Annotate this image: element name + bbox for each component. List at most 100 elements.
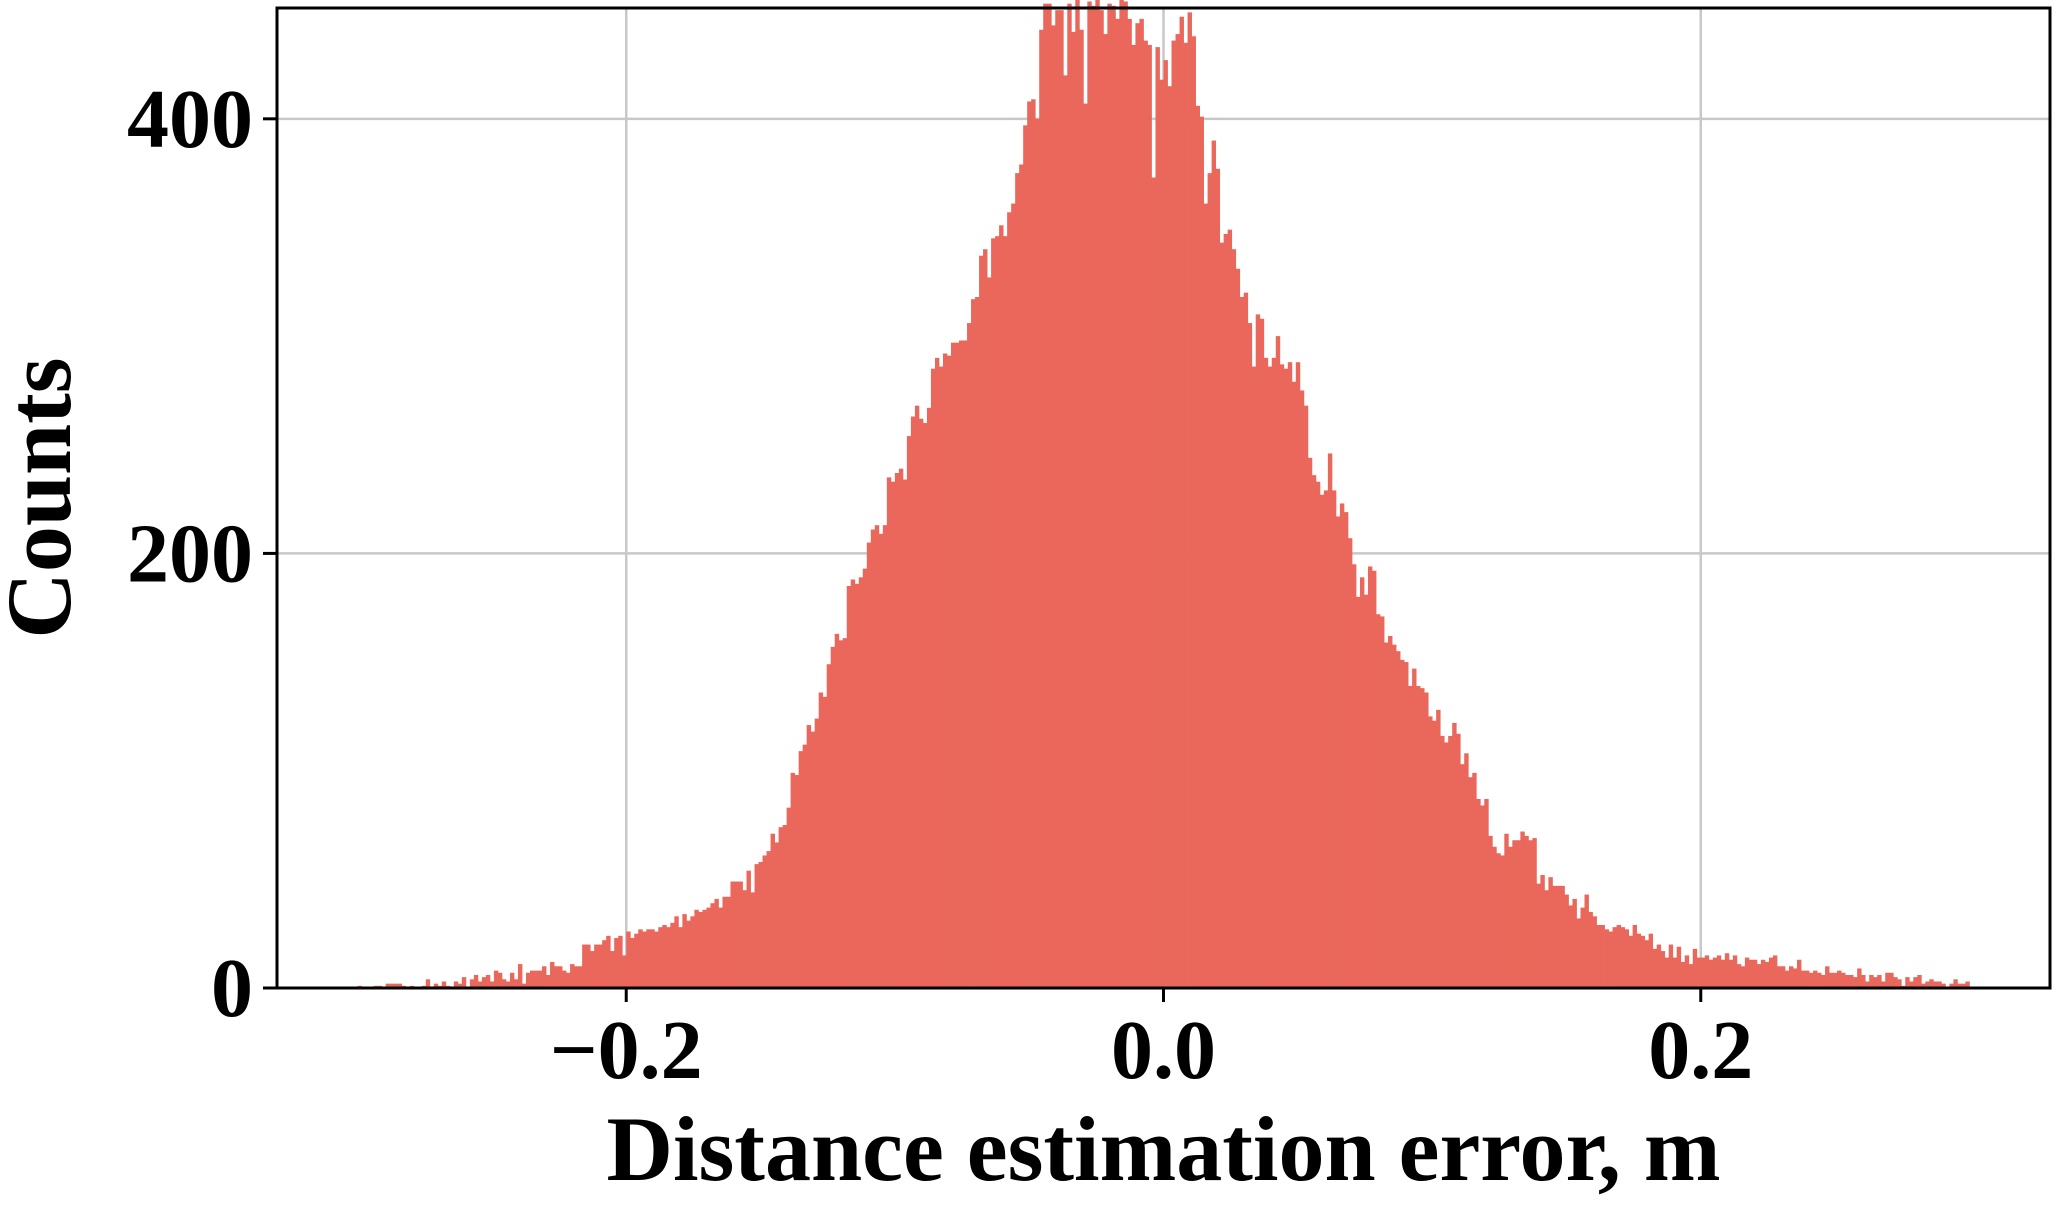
histogram-bar bbox=[1728, 959, 1734, 988]
histogram-bar bbox=[1151, 177, 1156, 989]
histogram-bar bbox=[1756, 964, 1762, 988]
histogram-bar bbox=[1111, 5, 1116, 989]
histogram-bar bbox=[1155, 47, 1160, 988]
histogram-bar bbox=[1099, 10, 1104, 988]
histogram-bar bbox=[862, 568, 868, 988]
histogram-bar bbox=[1744, 957, 1750, 988]
histogram-bar bbox=[1095, 0, 1100, 989]
histogram-bar bbox=[995, 236, 1000, 988]
histogram-bar bbox=[1299, 390, 1305, 988]
histogram-bar bbox=[1584, 894, 1589, 988]
histogram-bar bbox=[926, 407, 932, 988]
histogram-bar bbox=[1752, 959, 1758, 988]
histogram-bar bbox=[397, 983, 403, 988]
histogram-bar bbox=[1327, 453, 1333, 988]
histogram-bar bbox=[1343, 512, 1349, 988]
histogram-bar bbox=[433, 983, 439, 988]
histogram-bar bbox=[1347, 538, 1353, 988]
histogram-bar bbox=[842, 638, 848, 988]
histogram-bar bbox=[1247, 323, 1253, 988]
histogram-bar bbox=[1476, 798, 1481, 988]
histogram-bar bbox=[1167, 86, 1172, 988]
histogram-bar bbox=[1416, 685, 1421, 988]
histogram-bar bbox=[1315, 481, 1321, 988]
histogram-bar bbox=[1821, 974, 1826, 988]
histogram-bar bbox=[1905, 977, 1910, 988]
histogram-bar bbox=[930, 368, 936, 988]
histogram-bar bbox=[1367, 566, 1373, 988]
histogram-bar bbox=[546, 974, 551, 988]
histogram-bar bbox=[1885, 972, 1890, 988]
histogram-bar bbox=[1079, 29, 1084, 988]
histogram-bar bbox=[1961, 983, 1966, 988]
histogram-bar bbox=[1127, 18, 1132, 988]
histogram-bar bbox=[1408, 685, 1413, 988]
histogram-bar bbox=[622, 955, 627, 988]
histogram-bar bbox=[457, 983, 463, 988]
histogram-bar bbox=[517, 964, 523, 988]
histogram-bar bbox=[1893, 977, 1898, 988]
histogram-bar bbox=[1388, 635, 1393, 988]
histogram-bar bbox=[1243, 292, 1249, 988]
histogram-bar bbox=[1861, 974, 1866, 988]
histogram-bar bbox=[1400, 659, 1405, 988]
histogram-bar bbox=[538, 970, 543, 988]
histogram-bar bbox=[810, 731, 816, 988]
histogram-bar bbox=[473, 974, 479, 988]
histogram-bar bbox=[614, 938, 619, 988]
histogram-bar bbox=[534, 970, 539, 988]
histogram-bar bbox=[1656, 944, 1662, 988]
histogram-bar bbox=[497, 972, 503, 988]
histogram-bar bbox=[1231, 249, 1237, 989]
histogram-bar bbox=[1003, 236, 1008, 988]
histogram-bar bbox=[425, 979, 431, 988]
histogram-bar bbox=[1957, 983, 1962, 988]
histogram-bar bbox=[1307, 457, 1313, 989]
histogram-bar bbox=[1736, 964, 1742, 988]
histogram-bar bbox=[1488, 835, 1493, 988]
histogram-bar bbox=[509, 972, 515, 988]
histogram-bar bbox=[1251, 366, 1257, 988]
histogram-bar bbox=[1760, 959, 1766, 988]
histogram-bar bbox=[1544, 890, 1549, 988]
histogram-bar bbox=[574, 966, 579, 988]
histogram-bar bbox=[734, 881, 739, 988]
histogram-bar bbox=[1540, 875, 1545, 988]
histogram-bar bbox=[582, 944, 587, 988]
histogram-bar bbox=[1608, 931, 1613, 988]
histogram-bar bbox=[1696, 957, 1702, 988]
histogram-bar bbox=[1115, 18, 1120, 988]
histogram-bar bbox=[1235, 268, 1241, 988]
histogram-bar bbox=[702, 909, 707, 988]
x-axis-label: Distance estimation error, m bbox=[607, 1098, 1721, 1200]
histogram-bar bbox=[1119, 0, 1124, 989]
histogram-bar bbox=[906, 436, 912, 989]
histogram-bar bbox=[1560, 885, 1565, 988]
histogram-bar bbox=[1135, 23, 1140, 989]
histogram-bar bbox=[1704, 955, 1710, 988]
histogram-bar bbox=[1331, 490, 1337, 988]
histogram-bar bbox=[874, 525, 880, 988]
histogram-bar bbox=[542, 966, 547, 988]
histogram-bar bbox=[1865, 981, 1870, 988]
histogram-bar bbox=[558, 966, 563, 988]
histogram-bar bbox=[566, 972, 571, 988]
histogram-bar bbox=[1692, 948, 1698, 988]
histogram-bar bbox=[1323, 490, 1329, 988]
histogram-bar bbox=[1700, 957, 1706, 988]
histogram-bar bbox=[886, 477, 892, 988]
histogram-bar bbox=[1187, 12, 1192, 989]
histogram-bar bbox=[1384, 642, 1389, 988]
histogram-bar bbox=[477, 981, 483, 988]
histogram-bar bbox=[794, 775, 800, 988]
histogram-bar bbox=[606, 935, 611, 988]
histogram-bar bbox=[1881, 981, 1886, 988]
histogram-bar bbox=[678, 927, 683, 988]
histogram-bar bbox=[1023, 125, 1028, 989]
histogram-bar bbox=[1720, 959, 1726, 988]
histogram-bar bbox=[1628, 935, 1634, 988]
histogram-bar bbox=[1500, 855, 1505, 988]
histogram-bar bbox=[1163, 60, 1168, 989]
histogram-bar bbox=[1708, 959, 1714, 988]
histogram-bar bbox=[1087, 1, 1092, 989]
